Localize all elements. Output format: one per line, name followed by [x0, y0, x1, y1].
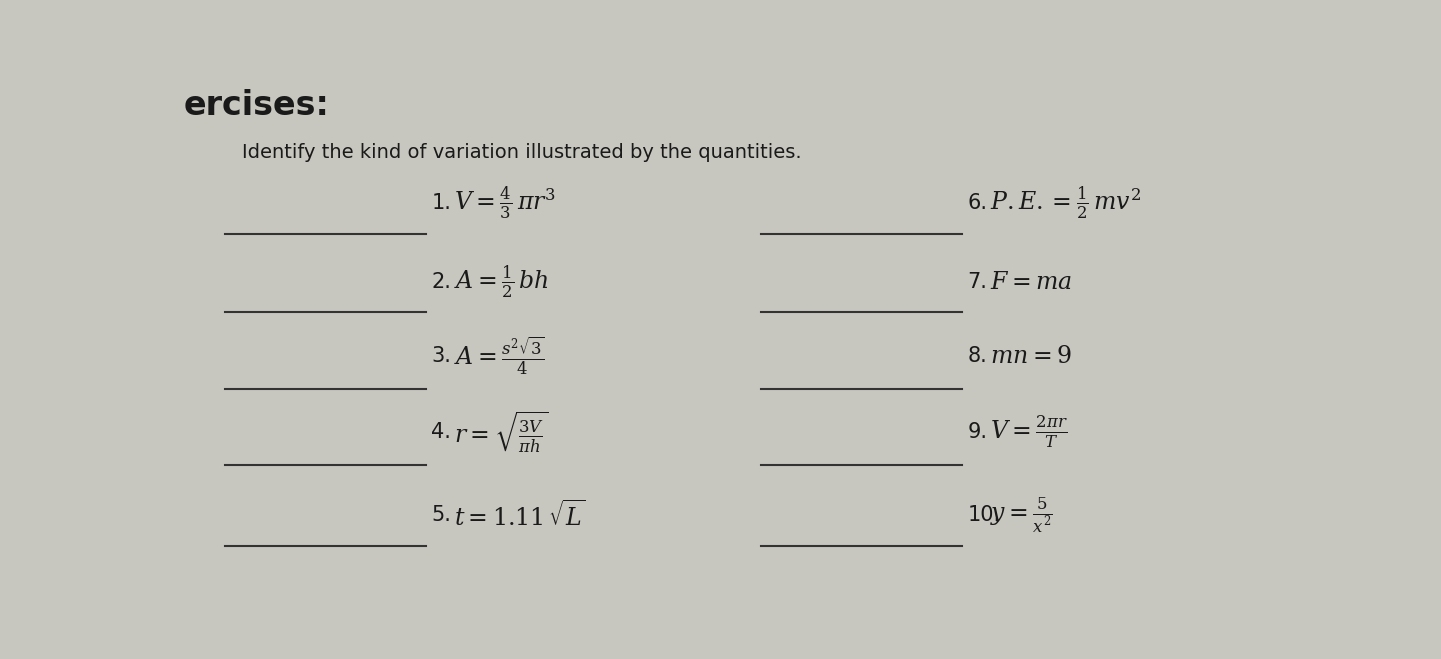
Text: ercises:: ercises: — [183, 89, 330, 122]
Text: Identify the kind of variation illustrated by the quantities.: Identify the kind of variation illustrat… — [242, 142, 801, 161]
Text: 6.: 6. — [967, 193, 987, 214]
Text: 10.: 10. — [967, 505, 1000, 525]
Text: $P.E. = \frac{1}{2}\,mv^2$: $P.E. = \frac{1}{2}\,mv^2$ — [990, 185, 1141, 222]
Text: $A = \frac{s^2\sqrt{3}}{4}$: $A = \frac{s^2\sqrt{3}}{4}$ — [454, 334, 545, 377]
Text: 9.: 9. — [967, 422, 987, 442]
Text: $y = \frac{5}{x^2}$: $y = \frac{5}{x^2}$ — [990, 496, 1053, 535]
Text: $V = \frac{4}{3}\,\pi r^3$: $V = \frac{4}{3}\,\pi r^3$ — [454, 185, 556, 222]
Text: $r = \sqrt{\frac{3V}{\pi h}}$: $r = \sqrt{\frac{3V}{\pi h}}$ — [454, 409, 549, 454]
Text: $mn = 9$: $mn = 9$ — [990, 343, 1072, 368]
Text: 2.: 2. — [431, 272, 451, 292]
Text: 7.: 7. — [967, 272, 987, 292]
Text: $V = \frac{2\pi r}{T}$: $V = \frac{2\pi r}{T}$ — [990, 413, 1068, 450]
Text: $t = 1.11\,\sqrt{L}$: $t = 1.11\,\sqrt{L}$ — [454, 500, 585, 530]
Text: 3.: 3. — [431, 345, 451, 366]
Text: 5.: 5. — [431, 505, 451, 525]
Text: 8.: 8. — [967, 345, 987, 366]
Text: $F = ma$: $F = ma$ — [990, 270, 1072, 294]
Text: $A = \frac{1}{2}\,bh$: $A = \frac{1}{2}\,bh$ — [454, 264, 549, 301]
Text: 4.: 4. — [431, 422, 451, 442]
Text: 1.: 1. — [431, 193, 451, 214]
